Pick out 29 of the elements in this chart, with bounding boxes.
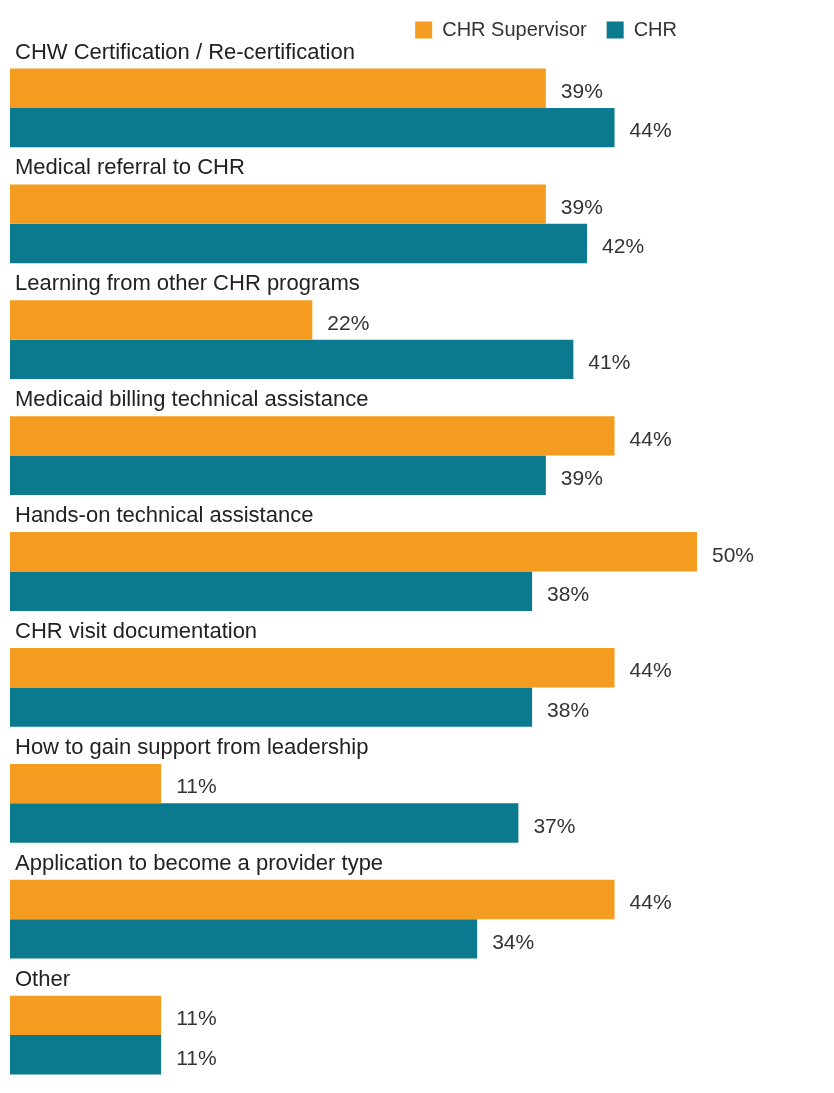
data-label: 39%	[560, 79, 603, 103]
y-tick-label: CHR visit documentation	[15, 618, 258, 644]
data-label: 38%	[547, 582, 590, 605]
legend-label: CHR Supervisor	[442, 17, 588, 40]
data-label: 22%	[327, 310, 370, 334]
data-label: 39%	[560, 466, 603, 490]
data-label: 34%	[492, 929, 535, 953]
data-label: 50%	[712, 542, 755, 566]
data-label: 11%	[176, 774, 217, 798]
y-tick-label: Medicaid billing technical assistance	[15, 386, 369, 412]
data-label: 44%	[629, 118, 672, 142]
data-label: 44%	[629, 426, 672, 450]
y-tick-label: Other	[15, 965, 71, 991]
y-tick-label: CHW Certification / Re-certification	[15, 38, 355, 64]
data-label: 37%	[533, 813, 576, 837]
data-label: 41%	[588, 350, 631, 374]
data-label: 44%	[629, 658, 672, 682]
data-label: 44%	[629, 890, 672, 914]
data-label: 38%	[547, 697, 590, 721]
y-tick-label: Application to become a provider type	[15, 849, 384, 875]
data-label: 42%	[602, 234, 645, 258]
y-tick-label: How to gain support from leadership	[15, 733, 369, 759]
data-label: 39%	[560, 194, 603, 218]
data-label: 11%	[176, 1045, 217, 1069]
y-tick-label: Learning from other CHR programs	[15, 270, 360, 296]
legend-label: CHR	[633, 17, 678, 40]
data-label: 11%	[176, 1006, 217, 1030]
y-tick-label: Medical referral to CHR	[15, 154, 245, 180]
y-tick-label: Hands-on technical assistance	[15, 502, 314, 528]
